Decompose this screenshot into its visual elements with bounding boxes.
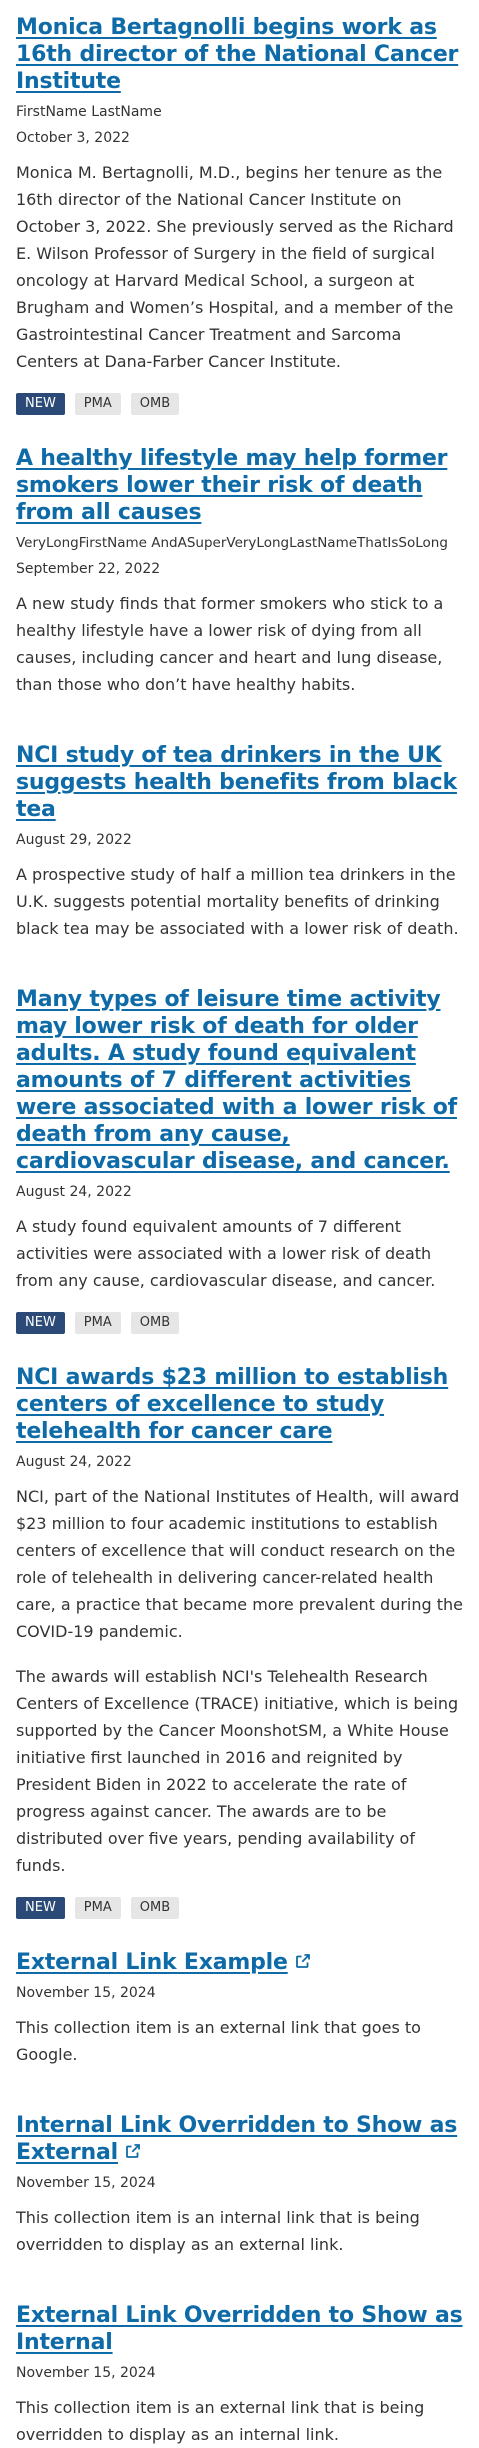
- item-author: VeryLongFirstName AndASuperVeryLongLastN…: [16, 535, 448, 551]
- tag-omb: OMB: [130, 393, 180, 415]
- item-date: September 22, 2022: [16, 561, 161, 577]
- item-author: FirstName LastName: [16, 104, 162, 120]
- item-paragraph: A prospective study of half a million te…: [16, 865, 459, 938]
- tag-omb: OMB: [130, 1312, 180, 1334]
- item-title-link[interactable]: External Link Overridden to Show as Inte…: [16, 2303, 463, 2355]
- item-title-link[interactable]: Many types of leisure time activity may …: [16, 987, 457, 1174]
- item-tags: NEW PMA OMB: [16, 1312, 465, 1334]
- collection-item: Many types of leisure time activity may …: [16, 986, 465, 1334]
- collection-item: External Link Example November 15, 2024 …: [16, 1949, 465, 2068]
- item-date: October 3, 2022: [16, 130, 130, 146]
- item-description: This collection item is an internal link…: [16, 2204, 465, 2258]
- item-title-link[interactable]: A healthy lifestyle may help former smok…: [16, 446, 448, 525]
- tag-new: NEW: [16, 1312, 65, 1334]
- item-date: August 29, 2022: [16, 832, 132, 848]
- item-paragraph: This collection item is an external link…: [16, 2018, 421, 2064]
- item-tags: NEW PMA OMB: [16, 1897, 465, 1919]
- item-paragraph: The awards will establish NCI's Teleheal…: [16, 1667, 459, 1875]
- tag-new: NEW: [16, 1897, 65, 1919]
- tag-pma: PMA: [74, 1312, 121, 1334]
- item-paragraph: This collection item is an external link…: [16, 2398, 425, 2444]
- item-description: A study found equivalent amounts of 7 di…: [16, 1213, 465, 1294]
- item-date: August 24, 2022: [16, 1184, 132, 1200]
- item-title-link[interactable]: External Link Example: [16, 1949, 465, 1976]
- item-title-link[interactable]: NCI awards $23 million to establish cent…: [16, 1365, 449, 1444]
- item-paragraph: This collection item is an internal link…: [16, 2208, 420, 2254]
- item-title-link[interactable]: Monica Bertagnolli begins work as 16th d…: [16, 15, 459, 94]
- item-description: A new study finds that former smokers wh…: [16, 590, 465, 698]
- collection-item: A healthy lifestyle may help former smok…: [16, 445, 465, 698]
- item-title-link[interactable]: Internal Link Overridden to Show as Exte…: [16, 2112, 465, 2166]
- item-date: November 15, 2024: [16, 2175, 156, 2191]
- item-paragraph: NCI, part of the National Institutes of …: [16, 1487, 463, 1641]
- item-description: This collection item is an external link…: [16, 2394, 465, 2448]
- tag-omb: OMB: [130, 1897, 180, 1919]
- item-description: This collection item is an external link…: [16, 2014, 465, 2068]
- item-date: November 15, 2024: [16, 1985, 156, 2001]
- item-paragraph: Monica M. Bertagnolli, M.D., begins her …: [16, 163, 454, 371]
- item-title-text: External Link Example: [16, 1950, 288, 1975]
- item-tags: NEW PMA OMB: [16, 393, 465, 415]
- tag-pma: PMA: [74, 393, 121, 415]
- tag-new: NEW: [16, 393, 65, 415]
- collection-item: NCI awards $23 million to establish cent…: [16, 1364, 465, 1919]
- item-title-text: Internal Link Overridden to Show as Exte…: [16, 2113, 458, 2165]
- item-description: Monica M. Bertagnolli, M.D., begins her …: [16, 159, 465, 375]
- collection-item: External Link Overridden to Show as Inte…: [16, 2302, 465, 2448]
- item-paragraph: A new study finds that former smokers wh…: [16, 594, 444, 694]
- item-date: August 24, 2022: [16, 1454, 132, 1470]
- tag-pma: PMA: [74, 1897, 121, 1919]
- item-description: NCI, part of the National Institutes of …: [16, 1483, 465, 1879]
- external-link-icon: [126, 2144, 140, 2158]
- collection-item: NCI study of tea drinkers in the UK sugg…: [16, 742, 465, 942]
- item-title-link[interactable]: NCI study of tea drinkers in the UK sugg…: [16, 743, 457, 822]
- item-date: November 15, 2024: [16, 2365, 156, 2381]
- collection-item: Monica Bertagnolli begins work as 16th d…: [16, 14, 465, 415]
- collection-item: Internal Link Overridden to Show as Exte…: [16, 2112, 465, 2258]
- item-paragraph: A study found equivalent amounts of 7 di…: [16, 1217, 436, 1290]
- external-link-icon: [295, 1954, 310, 1968]
- item-description: A prospective study of half a million te…: [16, 861, 465, 942]
